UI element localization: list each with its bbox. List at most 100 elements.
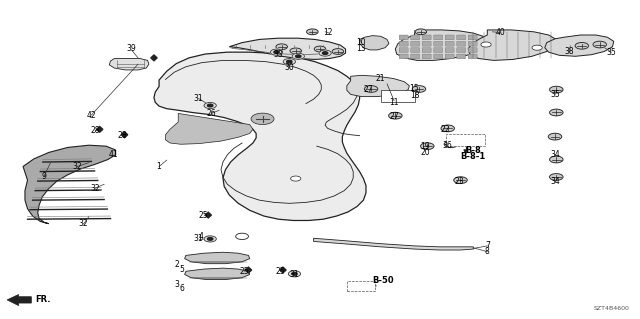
Polygon shape	[151, 55, 157, 61]
Circle shape	[454, 177, 467, 183]
Text: 28: 28	[117, 131, 127, 140]
FancyBboxPatch shape	[399, 41, 408, 46]
Text: 34: 34	[550, 150, 560, 159]
Circle shape	[319, 50, 332, 56]
Polygon shape	[97, 126, 103, 132]
FancyBboxPatch shape	[422, 35, 431, 40]
Text: 21: 21	[375, 74, 385, 83]
Circle shape	[364, 86, 378, 92]
Text: 25: 25	[240, 267, 250, 276]
Text: 12: 12	[324, 28, 333, 37]
Circle shape	[550, 156, 563, 163]
FancyBboxPatch shape	[434, 54, 443, 59]
Text: 32: 32	[72, 162, 82, 171]
Circle shape	[287, 60, 292, 63]
Circle shape	[548, 133, 562, 140]
Polygon shape	[314, 238, 473, 250]
Circle shape	[388, 112, 402, 119]
Circle shape	[444, 141, 458, 148]
Polygon shape	[23, 145, 116, 224]
Text: 2: 2	[175, 260, 179, 269]
Polygon shape	[184, 252, 250, 264]
Text: 3: 3	[175, 279, 179, 288]
Circle shape	[575, 42, 589, 49]
Text: 35: 35	[606, 48, 616, 57]
Text: 27: 27	[390, 112, 399, 121]
Text: 15: 15	[410, 85, 419, 93]
FancyBboxPatch shape	[347, 281, 375, 291]
FancyBboxPatch shape	[446, 134, 484, 146]
Text: SZT4B4600: SZT4B4600	[594, 306, 630, 311]
FancyBboxPatch shape	[457, 48, 466, 52]
Circle shape	[550, 86, 563, 93]
Text: 31: 31	[194, 94, 204, 103]
Circle shape	[292, 272, 297, 275]
Circle shape	[593, 41, 607, 48]
Text: 20: 20	[420, 148, 430, 157]
Text: 25: 25	[276, 267, 285, 276]
Text: 36: 36	[443, 141, 452, 150]
Circle shape	[276, 44, 287, 50]
Text: 27: 27	[364, 85, 373, 94]
Circle shape	[441, 125, 454, 132]
Circle shape	[289, 271, 301, 277]
Circle shape	[204, 236, 216, 242]
Circle shape	[290, 48, 301, 54]
FancyBboxPatch shape	[457, 41, 466, 46]
Text: 39: 39	[126, 44, 136, 54]
FancyBboxPatch shape	[468, 35, 477, 40]
Text: 22: 22	[440, 125, 450, 134]
Text: 26: 26	[207, 109, 216, 118]
Text: 33: 33	[273, 49, 283, 59]
Text: 6: 6	[180, 284, 184, 293]
Circle shape	[296, 55, 301, 58]
FancyBboxPatch shape	[411, 35, 420, 40]
Circle shape	[332, 49, 344, 54]
Text: 28: 28	[90, 126, 100, 135]
FancyBboxPatch shape	[457, 54, 466, 59]
Polygon shape	[360, 36, 389, 50]
Text: 32: 32	[79, 219, 88, 228]
Circle shape	[481, 42, 491, 47]
FancyBboxPatch shape	[411, 48, 420, 52]
FancyBboxPatch shape	[422, 41, 431, 46]
Polygon shape	[166, 114, 253, 144]
Text: 41: 41	[108, 150, 118, 159]
FancyBboxPatch shape	[381, 90, 415, 102]
Polygon shape	[109, 58, 149, 70]
Circle shape	[204, 102, 216, 108]
FancyBboxPatch shape	[445, 54, 454, 59]
Text: 38: 38	[564, 47, 574, 56]
FancyBboxPatch shape	[434, 48, 443, 52]
Circle shape	[415, 29, 427, 35]
FancyBboxPatch shape	[422, 54, 431, 59]
Text: 23: 23	[454, 177, 464, 186]
Text: B-8: B-8	[465, 146, 481, 155]
Polygon shape	[468, 30, 556, 60]
FancyBboxPatch shape	[468, 48, 477, 52]
Text: 13: 13	[356, 44, 366, 54]
Text: 9: 9	[42, 172, 47, 181]
FancyBboxPatch shape	[457, 35, 466, 40]
Circle shape	[550, 174, 563, 180]
FancyBboxPatch shape	[445, 48, 454, 52]
FancyBboxPatch shape	[468, 41, 477, 46]
Text: 35: 35	[550, 90, 560, 99]
FancyBboxPatch shape	[399, 48, 408, 52]
Polygon shape	[184, 268, 250, 279]
Text: 18: 18	[410, 92, 419, 100]
Circle shape	[314, 46, 326, 52]
Circle shape	[323, 52, 328, 55]
Circle shape	[420, 143, 434, 150]
Text: B-50: B-50	[372, 276, 394, 285]
Text: FR.: FR.	[35, 295, 51, 304]
FancyBboxPatch shape	[445, 41, 454, 46]
FancyBboxPatch shape	[434, 35, 443, 40]
Circle shape	[251, 113, 274, 124]
Circle shape	[271, 49, 283, 55]
Text: 8: 8	[485, 247, 490, 256]
Text: 19: 19	[420, 142, 430, 151]
Circle shape	[412, 86, 426, 92]
Circle shape	[532, 45, 542, 50]
FancyBboxPatch shape	[422, 48, 431, 52]
